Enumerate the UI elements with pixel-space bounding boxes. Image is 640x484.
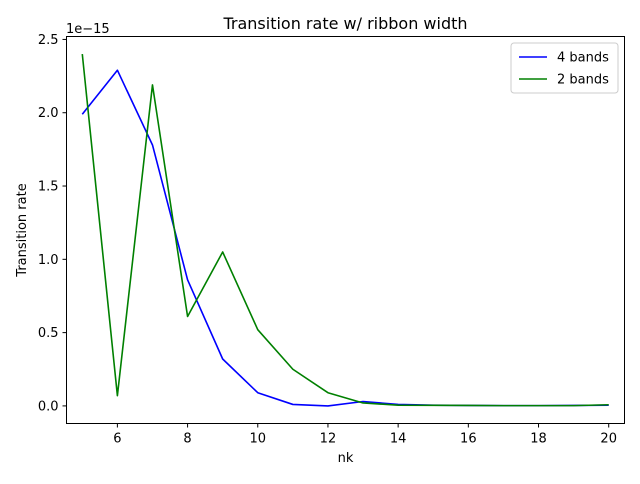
x-tick-label: 14 (390, 432, 407, 447)
legend-label-4-bands: 4 bands (557, 51, 609, 66)
y-axis-title: Transition rate (15, 183, 30, 277)
chart-title: Transition rate w/ ribbon width (222, 14, 467, 33)
plot-area: 6 8 10 12 14 16 18 20 0.0 0.5 1.0 1.5 2.0 2.5 (38, 33, 617, 447)
y-tick-label: 0.5 (38, 326, 59, 341)
y-tick-label: 0.0 (38, 399, 59, 414)
x-tick-label: 20 (600, 432, 617, 447)
x-tick-label: 10 (249, 432, 266, 447)
x-axis-title: nk (338, 451, 354, 466)
y-tick-label: 2.5 (38, 33, 59, 48)
x-tick-label: 18 (530, 432, 547, 447)
y-tick-label: 1.5 (38, 180, 59, 195)
plot-frame (66, 36, 625, 424)
x-tick-label: 8 (183, 432, 191, 447)
y-scale-offset-label: 1e−15 (66, 22, 110, 37)
x-tick-label: 16 (460, 432, 477, 447)
y-tick-label: 1.0 (38, 253, 59, 268)
series-line-2-bands (81, 54, 609, 407)
y-tick-label: 2.0 (38, 106, 59, 121)
legend-label-2-bands: 2 bands (557, 73, 609, 88)
x-tick-label: 6 (113, 432, 121, 447)
legend: 4 bands 2 bands (510, 42, 619, 94)
x-tick-label: 12 (320, 432, 337, 447)
legend-box (510, 42, 619, 94)
